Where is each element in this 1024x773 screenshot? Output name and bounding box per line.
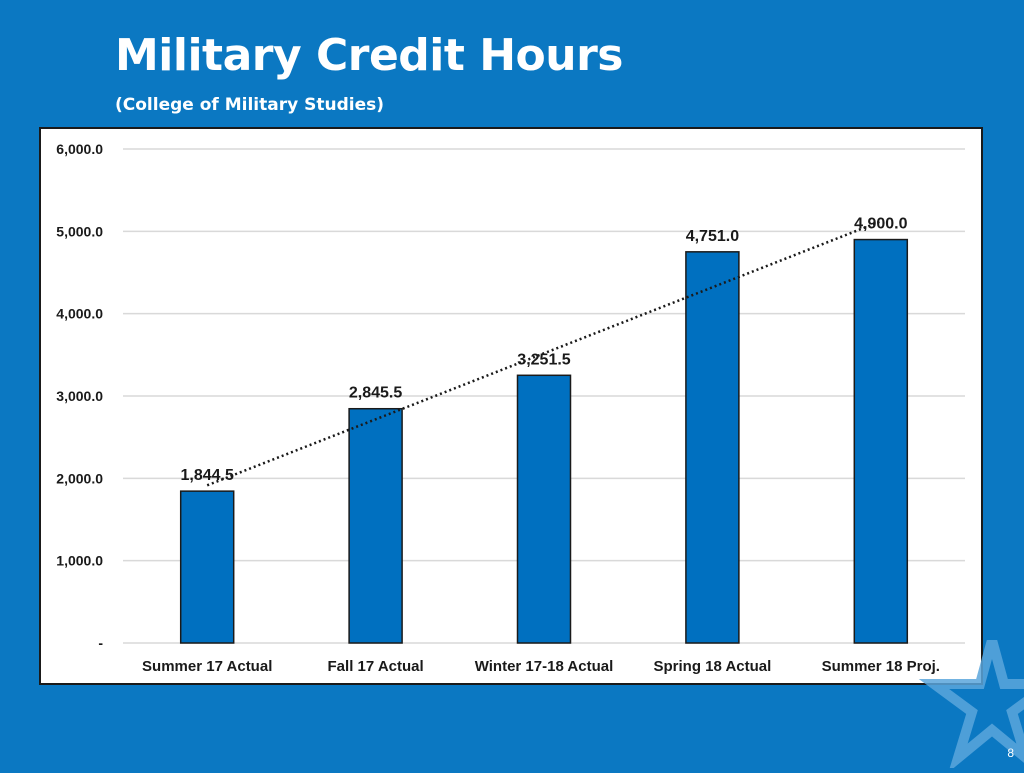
x-tick-label: Fall 17 Actual <box>328 658 424 675</box>
x-tick-label: Summer 17 Actual <box>142 658 272 675</box>
y-tick-label: 5,000.0 <box>56 223 103 239</box>
page-subtitle: (College of Military Studies) <box>115 95 384 115</box>
star-logo-icon <box>900 620 1024 773</box>
x-tick-label: Winter 17-18 Actual <box>475 658 614 675</box>
bar <box>348 407 403 644</box>
data-label: 3,251.5 <box>517 351 570 368</box>
bar <box>179 490 235 644</box>
x-tick-label: Spring 18 Actual <box>653 658 771 675</box>
data-label: 4,751.0 <box>686 228 739 245</box>
data-label: 1,844.5 <box>181 467 234 484</box>
bar <box>685 251 740 644</box>
trendline <box>206 220 882 487</box>
y-tick-label: 1,000.0 <box>56 553 103 569</box>
page-number: 8 <box>1007 746 1014 760</box>
bar-chart: - 1,000.0 2,000.0 3,000.0 4,000.0 5,000.0 6,00… <box>56 141 965 675</box>
x-tick-label: Summer 18 Proj. <box>822 658 940 675</box>
y-tick-label: 2,000.0 <box>56 470 103 486</box>
y-tick-label: 4,000.0 <box>56 306 103 322</box>
chart-container: - 1,000.0 2,000.0 3,000.0 4,000.0 5,000.0 6,00… <box>39 127 983 685</box>
data-label: 2,845.5 <box>349 385 402 402</box>
y-tick-label: - <box>98 635 103 651</box>
bar <box>853 238 909 644</box>
page-title: Military Credit Hours <box>115 30 623 81</box>
bar <box>516 374 572 644</box>
data-label: 4,900.0 <box>854 216 907 233</box>
y-tick-label: 3,000.0 <box>56 388 103 404</box>
y-tick-label: 6,000.0 <box>56 141 103 157</box>
